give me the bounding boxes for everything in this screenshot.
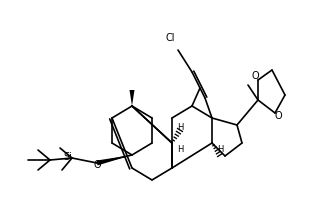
Polygon shape [130,90,135,106]
Text: Si: Si [64,152,73,162]
Text: O: O [93,160,101,170]
Text: H: H [217,146,223,155]
Text: O: O [251,71,259,81]
Polygon shape [96,155,132,165]
Text: H: H [177,123,183,131]
Text: Cl: Cl [165,33,175,43]
Text: O: O [274,111,282,121]
Text: H: H [177,146,183,155]
